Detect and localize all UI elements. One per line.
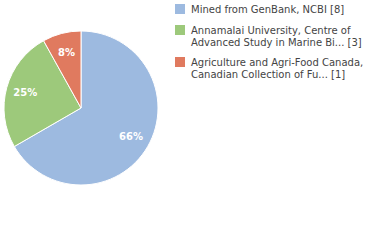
legend-swatch: [175, 57, 185, 67]
legend: Mined from GenBank, NCBI [8] Annamalai Un…: [175, 4, 363, 80]
data-label: 25%: [13, 87, 37, 98]
pie-slice: [44, 31, 81, 108]
legend-label: Annamalai University, Centre ofAdvanced …: [191, 25, 362, 48]
legend-item: Annamalai University, Centre ofAdvanced …: [175, 25, 362, 48]
chart: 66% 25% 8% Mined from GenBank, NCBI [8] Anna…: [0, 0, 380, 240]
legend-label-line: Agriculture and Agri-Food Canada,: [191, 57, 363, 68]
legend-label: Agriculture and Agri-Food Canada,Canadia…: [191, 57, 363, 80]
data-label: 8%: [58, 47, 75, 58]
legend-swatch: [175, 25, 185, 35]
pie: [4, 31, 158, 185]
legend-label-line: Mined from GenBank, NCBI [8]: [191, 4, 344, 15]
data-label: 66%: [119, 131, 143, 142]
legend-label-line: Canadian Collection of Fu... [1]: [191, 69, 345, 80]
legend-item: Agriculture and Agri-Food Canada,Canadia…: [175, 57, 363, 80]
pie-slice: [4, 41, 81, 147]
legend-swatch: [175, 4, 185, 14]
legend-item: Mined from GenBank, NCBI [8]: [175, 4, 344, 15]
legend-label-line: Advanced Study in Marine Bi... [3]: [191, 37, 362, 48]
legend-label-line: Annamalai University, Centre of: [191, 25, 351, 36]
data-labels: 66% 25% 8%: [13, 47, 143, 143]
legend-label: Mined from GenBank, NCBI [8]: [191, 4, 344, 15]
